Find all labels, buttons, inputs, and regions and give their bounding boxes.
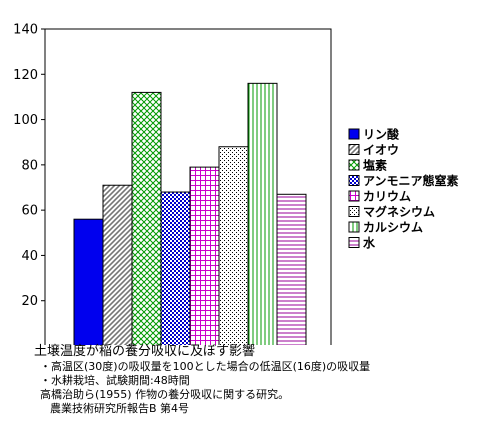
y-tick-label: 140 bbox=[13, 23, 38, 38]
legend-label: リン酸 bbox=[363, 127, 400, 142]
legend-label: カルシウム bbox=[363, 221, 423, 235]
y-tick-label: 40 bbox=[21, 249, 38, 264]
bar bbox=[218, 146, 249, 345]
legend-label: アンモニア態窒素 bbox=[363, 173, 459, 188]
legend-swatch bbox=[348, 144, 360, 155]
legend-swatch bbox=[348, 159, 360, 171]
legend-label: 塩素 bbox=[363, 158, 387, 173]
bar-chart: 20 40 60 80 100 120 140 リン酸イオウ塩素アンモニア態窒素カリウムマグ… bbox=[13, 23, 459, 345]
legend-label: マグネシウム bbox=[363, 204, 435, 219]
bar bbox=[73, 218, 104, 345]
bar bbox=[276, 193, 307, 345]
caption-line-4: 農業技術研究所報告B 第4号 bbox=[50, 402, 190, 415]
caption-title: 土壌温度が稲の養分吸収に及ぼす影響 bbox=[34, 344, 256, 359]
caption-line-3: 高橋治助ら(1955) 作物の養分吸収に関する研究。 bbox=[40, 388, 290, 401]
y-tick-label: 20 bbox=[21, 294, 38, 309]
legend-label: 水 bbox=[363, 235, 376, 250]
y-tick-label: 80 bbox=[21, 158, 38, 173]
y-axis: 20 40 60 80 100 120 140 bbox=[13, 23, 45, 309]
legend-label: イオウ bbox=[363, 143, 399, 157]
legend-swatch bbox=[348, 190, 360, 202]
y-tick-label: 100 bbox=[13, 113, 38, 128]
bar bbox=[160, 191, 191, 345]
bar bbox=[102, 184, 133, 345]
caption-line-2: ・水耕栽培、試験期間:48時間 bbox=[40, 374, 190, 387]
legend-swatch bbox=[348, 206, 360, 217]
legend-swatch bbox=[348, 128, 360, 140]
bars-group bbox=[73, 82, 307, 345]
bar bbox=[131, 91, 162, 345]
bar bbox=[189, 166, 220, 345]
caption: 土壌温度が稲の養分吸収に及ぼす影響 ・高温区(30度)の吸収量を100とした場合… bbox=[34, 343, 474, 416]
legend-swatch bbox=[348, 237, 360, 248]
caption-line-1: ・高温区(30度)の吸収量を100とした場合の低温区(16度)の吸収量 bbox=[40, 360, 371, 373]
legend-swatch bbox=[348, 221, 360, 233]
y-tick-label: 60 bbox=[21, 204, 38, 219]
bar bbox=[247, 82, 278, 345]
legend-label: カリウム bbox=[363, 190, 411, 204]
legend-swatch bbox=[348, 175, 360, 186]
y-tick-label: 120 bbox=[13, 68, 38, 83]
